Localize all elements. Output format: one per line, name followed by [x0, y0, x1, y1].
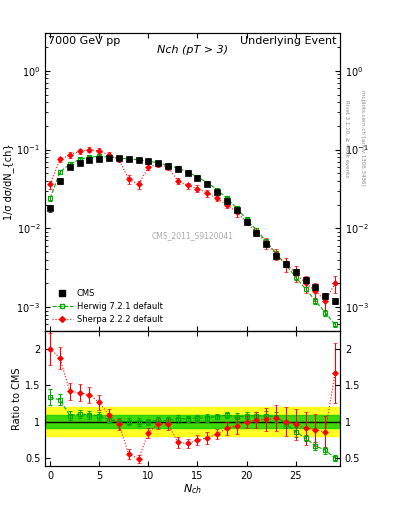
Text: mcplots.cern.ch [arXiv:1306.3436]: mcplots.cern.ch [arXiv:1306.3436] — [360, 91, 365, 186]
Text: Underlying Event: Underlying Event — [241, 36, 337, 46]
Text: Nch (pT > 3): Nch (pT > 3) — [157, 45, 228, 55]
Bar — [45, 415, 340, 428]
X-axis label: $N_{ch}$: $N_{ch}$ — [183, 482, 202, 496]
Y-axis label: 1/σ dσ/dN_{ch}: 1/σ dσ/dN_{ch} — [3, 144, 14, 220]
Y-axis label: Ratio to CMS: Ratio to CMS — [12, 367, 22, 430]
Text: CMS_2011_S9120041: CMS_2011_S9120041 — [152, 231, 233, 240]
Text: Rivet 3.1.10, ≥ 400k events: Rivet 3.1.10, ≥ 400k events — [344, 100, 349, 177]
Text: 7000 GeV pp: 7000 GeV pp — [48, 36, 120, 46]
Bar — [45, 407, 340, 436]
Legend: CMS, Herwig 7.2.1 default, Sherpa 2.2.2 default: CMS, Herwig 7.2.1 default, Sherpa 2.2.2 … — [50, 286, 165, 327]
